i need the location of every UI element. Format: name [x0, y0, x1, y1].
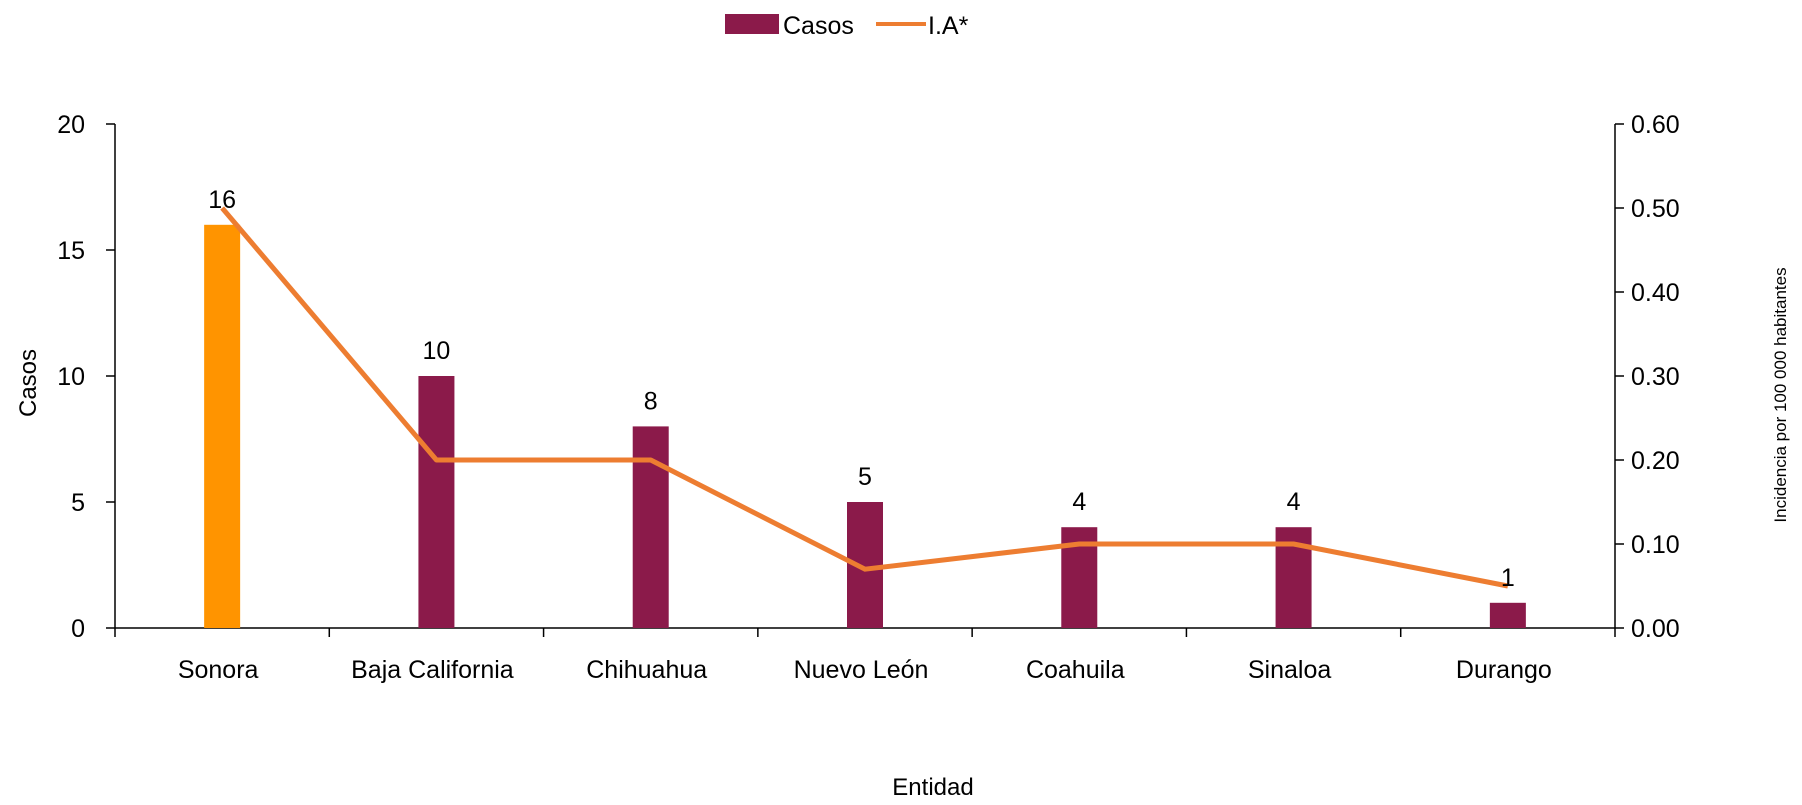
- x-category-label: Durango: [1456, 656, 1552, 684]
- y2-tick-label: 0.20: [1631, 447, 1680, 475]
- x-category-label: Sinaloa: [1248, 656, 1331, 684]
- bar-data-label: 16: [208, 186, 236, 214]
- legend-label-casos: Casos: [783, 12, 854, 40]
- y2-tick-label: 0.50: [1631, 195, 1680, 223]
- y2-tick-label: 0.60: [1631, 111, 1680, 139]
- y-tick-label: 5: [71, 489, 85, 517]
- x-category-label: Coahuila: [1026, 656, 1125, 684]
- y-tick-label: 15: [57, 237, 85, 265]
- y2-tick-label: 0.30: [1631, 363, 1680, 391]
- y-tick-label: 10: [57, 363, 85, 391]
- bar-data-label: 10: [423, 337, 451, 365]
- y2-tick-label: 0.10: [1631, 531, 1680, 559]
- x-category-label: Chihuahua: [586, 656, 707, 684]
- x-axis-title: Entidad: [892, 774, 973, 800]
- legend-swatch-casos: [725, 14, 779, 34]
- bar-data-label: 4: [1287, 488, 1301, 516]
- legend: Casos I.A*: [725, 12, 969, 40]
- bar-data-label: 5: [858, 463, 872, 491]
- y-tick-label: 20: [57, 111, 85, 139]
- y2-tick-label: 0.40: [1631, 279, 1680, 307]
- x-category-label: Sonora: [178, 656, 259, 684]
- bar-durango: [1490, 603, 1526, 628]
- x-category-label: Baja California: [351, 656, 514, 684]
- bar-chihuahua: [633, 426, 669, 628]
- y2-axis-title: Incidencia por 100 000 habitantes: [1771, 267, 1790, 522]
- bar-data-label: 4: [1072, 488, 1086, 516]
- y-tick-label: 0: [71, 615, 85, 643]
- y-axis-title: Casos: [15, 349, 42, 417]
- y2-tick-label: 0.00: [1631, 615, 1680, 643]
- legend-label-ia: I.A*: [928, 12, 969, 40]
- bar-data-label: 1: [1501, 564, 1515, 592]
- bar-sonora: [204, 225, 240, 628]
- x-category-label: Nuevo León: [794, 656, 929, 684]
- bar-data-label: 8: [644, 387, 658, 415]
- bar-baja-california: [418, 376, 454, 628]
